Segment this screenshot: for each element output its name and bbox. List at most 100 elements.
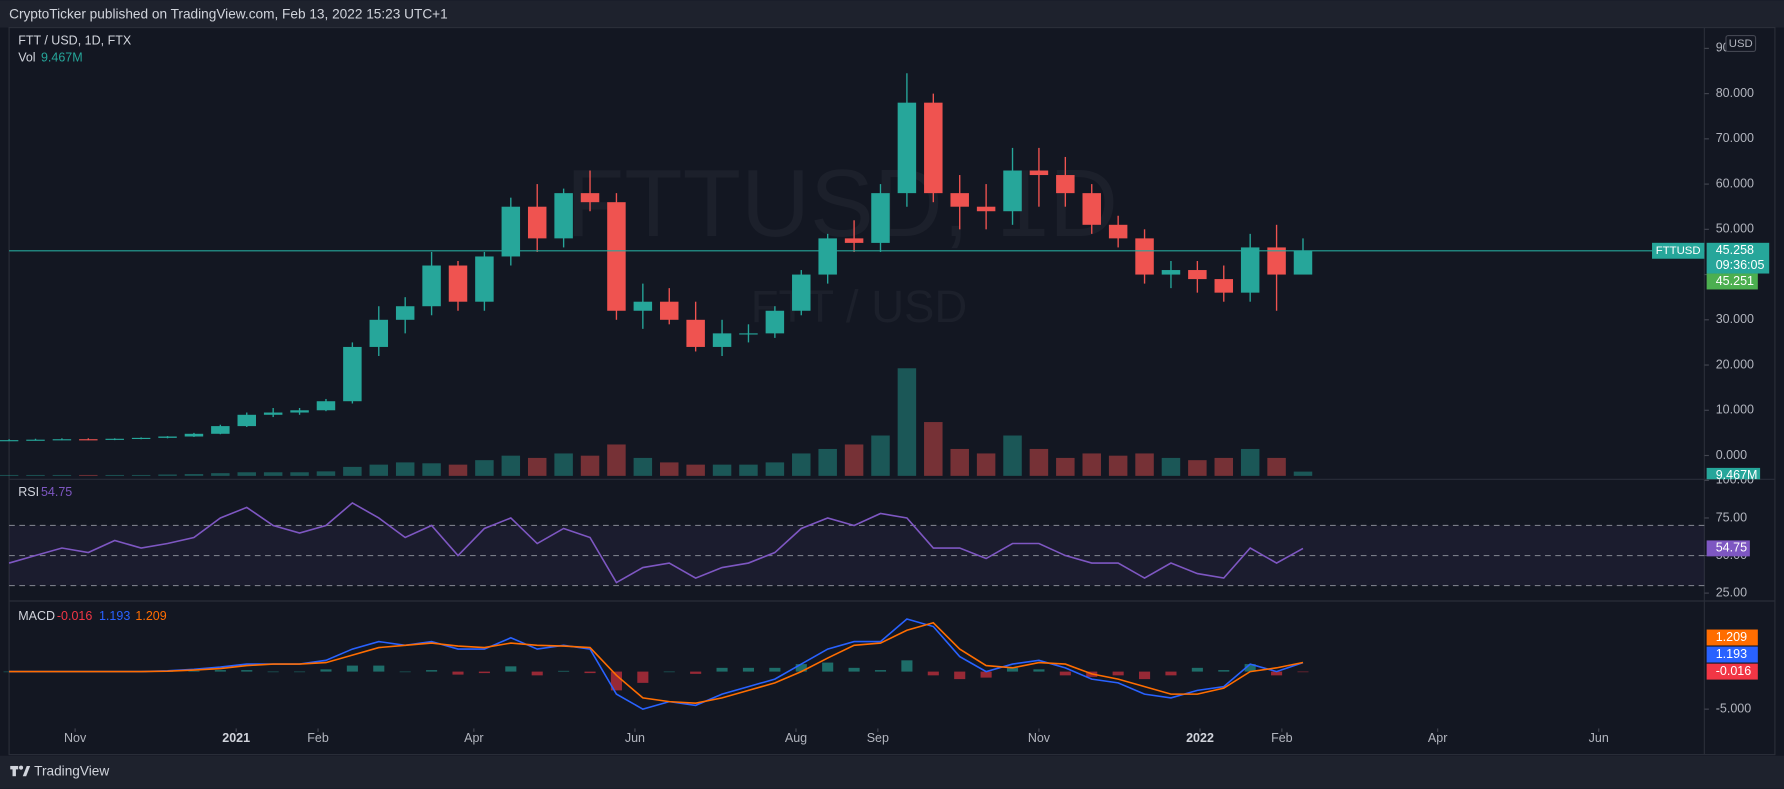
macd-histogram-bar [1244, 664, 1256, 672]
watermark-subtitle: FTT / USD [751, 281, 968, 332]
macd-histogram-bar [188, 670, 200, 672]
macd-histogram-bar [320, 669, 332, 672]
macd-histogram-bar [267, 671, 279, 673]
candle-body [1161, 270, 1181, 275]
x-tick-label: Aug [785, 731, 807, 745]
candle-body [765, 310, 785, 334]
candle-body [237, 414, 256, 427]
candle-body [1029, 170, 1049, 176]
candle-body [950, 193, 969, 207]
macd-histogram-bar [1112, 671, 1124, 676]
volume-bar [950, 448, 969, 476]
y-tick-label: 10.000 [1716, 403, 1754, 417]
rsi-band [9, 525, 1705, 586]
volume-bar [976, 453, 996, 476]
candle-body [818, 238, 837, 275]
macd-histogram-bar [980, 671, 992, 678]
volume-bar [818, 448, 837, 476]
volume-bar [1003, 435, 1022, 476]
macd-histogram-bar [795, 664, 807, 672]
candle-body [290, 410, 309, 413]
volume-bar [105, 474, 124, 476]
macd-histogram-bar [294, 671, 306, 673]
rsi-tag-label: 54.75 [1716, 541, 1747, 555]
second-price-label: 45.251 [1716, 274, 1754, 288]
macd-histogram-bar [1218, 670, 1230, 672]
macd-histogram-bar [954, 671, 966, 680]
volume-bar [844, 444, 864, 476]
macd-histogram-bar [716, 667, 728, 672]
plot-layer: Nov 2021 Feb Apr Jun Aug Sep Nov 2022 Feb Apr Jun 0.… [0, 41, 1770, 745]
macd-histogram-bar [637, 671, 649, 683]
rsi-line [8, 501, 1304, 584]
candle-body [1135, 238, 1154, 275]
macd-histogram-bar [1165, 671, 1177, 676]
macd-tag-label: 1.209 [1716, 630, 1747, 644]
volume-bar [712, 464, 732, 476]
volume-bar [1267, 457, 1286, 476]
candle-body [501, 206, 521, 257]
last-price-label: 45.258 [1716, 243, 1754, 257]
candle-body [0, 440, 19, 442]
y-tick-label: 70.000 [1716, 131, 1754, 145]
volume-legend-name: Vol [18, 51, 35, 65]
candle-body [105, 438, 124, 440]
y-tick-label: 60.000 [1716, 176, 1754, 190]
volume-bar [52, 474, 72, 476]
header-bar [0, 0, 1784, 28]
volume-bar [1240, 448, 1260, 476]
symbol-tag-label: FTTUSD [1656, 245, 1701, 257]
candle-body [26, 439, 45, 441]
volume-bar [1161, 457, 1181, 476]
volume-bar [686, 464, 705, 476]
volume-bar [0, 474, 19, 476]
macd-histogram-bar [346, 665, 358, 672]
symbol-legend: FTT / USD, 1D, FTX [18, 34, 132, 48]
volume-bar [1135, 453, 1154, 476]
macd-histogram-bar [742, 667, 755, 672]
candle-body [871, 193, 890, 243]
candle-body [607, 202, 626, 311]
x-tick-label: Jun [1589, 731, 1609, 745]
currency-label[interactable]: USD [1729, 38, 1753, 50]
volume-bar [897, 368, 917, 476]
macd-histogram-bar [373, 665, 385, 672]
x-tick-label: Sep [867, 731, 889, 745]
volume-bar [290, 472, 309, 476]
macd-histogram-bar [505, 666, 517, 672]
candle-body [633, 301, 653, 311]
candle-body [897, 102, 917, 194]
second-price-tag [1706, 273, 1758, 290]
candle-body [554, 193, 573, 239]
candle-body [712, 333, 732, 347]
header-text: CryptoTicker published on TradingView.co… [9, 7, 448, 22]
y-tick-label: 75.00 [1716, 510, 1747, 524]
macd-line [9, 618, 1304, 711]
tradingview-logo[interactable] [10, 765, 31, 777]
candle-body [1082, 193, 1101, 225]
x-tick-label: 2022 [1186, 731, 1214, 745]
candle-body [263, 412, 283, 415]
candle-body [422, 265, 441, 307]
volume-bar [1056, 457, 1075, 476]
macd-legend-macd: 1.193 [99, 609, 130, 623]
candle-body [52, 439, 72, 441]
macd-histogram-bar [478, 671, 490, 674]
logo-part [12, 765, 16, 777]
candle-body [1056, 175, 1075, 194]
macd-histogram-bar [1297, 671, 1309, 673]
footer-brand[interactable]: TradingView [34, 763, 109, 778]
y-tick-label: 30.000 [1716, 312, 1754, 326]
candle-body [792, 274, 811, 311]
volume-bar [26, 474, 45, 476]
currency-box[interactable] [1725, 34, 1757, 53]
x-tick-label: Feb [307, 731, 329, 745]
x-tick-label: Apr [464, 731, 483, 745]
volume-bar [1214, 457, 1234, 476]
candle-body [79, 439, 98, 441]
candle-body [1240, 247, 1260, 293]
macd-histogram-bar [663, 671, 675, 673]
volume-bar [131, 474, 151, 476]
candle-body [844, 238, 864, 243]
x-tick-label: 2021 [222, 731, 250, 745]
